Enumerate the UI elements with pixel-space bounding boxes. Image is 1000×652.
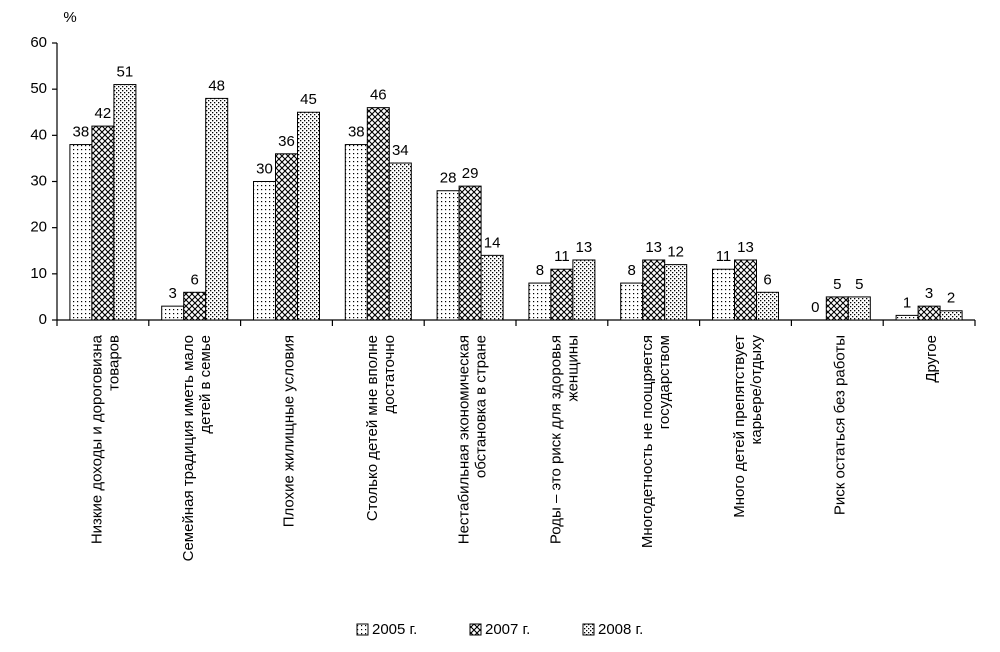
value-label: 51 <box>117 64 134 81</box>
value-label: 8 <box>628 262 636 279</box>
x-tick-label: Столько детей мне вполне <box>364 335 381 521</box>
value-label: 1 <box>903 294 911 311</box>
y-tick-label: 60 <box>30 34 47 51</box>
x-tick-label: Низкие доходы и дороговизна <box>88 334 105 544</box>
value-label: 11 <box>716 248 732 265</box>
x-tick-label: Плохие жилищные условия <box>280 335 297 527</box>
bar <box>366 107 390 321</box>
x-tick-label: Многодетность не поощряется <box>639 335 656 548</box>
legend-label: 2007 г. <box>485 621 530 638</box>
bar <box>253 181 276 321</box>
x-tick-label: Риск остаться без работы <box>831 335 848 515</box>
bar <box>756 291 779 321</box>
x-tick-label: детей в семье <box>197 335 214 434</box>
value-label: 42 <box>95 105 112 122</box>
bar <box>620 282 644 321</box>
bar <box>847 296 871 321</box>
value-label: 14 <box>484 234 501 251</box>
value-label: 11 <box>554 248 570 265</box>
x-tick-label: женщины <box>564 335 581 401</box>
value-label: 5 <box>833 276 841 293</box>
value-label: 6 <box>763 271 771 288</box>
bar <box>458 185 482 321</box>
value-label: 0 <box>811 299 819 316</box>
bar <box>572 259 596 321</box>
y-tick-label: 50 <box>30 80 47 97</box>
bar <box>436 190 460 321</box>
bar <box>664 264 688 321</box>
value-label: 38 <box>73 124 90 141</box>
value-label: 5 <box>855 276 863 293</box>
legend-label: 2005 г. <box>372 621 417 638</box>
value-label: 8 <box>536 262 544 279</box>
x-tick-label: обстановка в стране <box>473 335 490 478</box>
value-label: 36 <box>278 133 295 150</box>
legend-swatch <box>469 623 482 636</box>
bar <box>113 84 137 321</box>
value-label: 3 <box>925 285 933 302</box>
y-tick-label: 40 <box>30 126 47 143</box>
bar <box>91 125 115 321</box>
y-tick-label: 10 <box>30 265 47 282</box>
value-label: 12 <box>667 244 684 261</box>
legend-label: 2008 г. <box>598 621 643 638</box>
y-tick-label: 30 <box>30 172 47 189</box>
bar <box>183 291 207 321</box>
x-tick-label: Семейная традиция иметь мало <box>180 335 197 561</box>
value-label: 38 <box>348 124 365 141</box>
x-tick-label: Много детей препятствует <box>731 335 748 518</box>
y-tick-label: 0 <box>39 311 47 328</box>
bar <box>69 144 93 321</box>
value-label: 30 <box>256 160 273 177</box>
value-label: 48 <box>208 77 225 94</box>
bar <box>895 314 919 321</box>
x-tick-label: товаров <box>105 335 122 391</box>
bar <box>528 282 552 321</box>
x-tick-label: достаточно <box>381 335 398 413</box>
y-axis-label: % <box>63 9 76 26</box>
y-tick-label: 20 <box>30 219 47 236</box>
value-label: 29 <box>462 165 479 182</box>
bar <box>550 268 574 321</box>
bar <box>939 310 963 321</box>
bar <box>712 268 735 321</box>
legend-swatch <box>356 623 369 636</box>
value-label: 13 <box>576 239 593 256</box>
x-tick-label: Другое <box>923 335 940 383</box>
bar <box>917 305 941 321</box>
value-label: 45 <box>300 91 317 108</box>
bar <box>825 296 849 321</box>
bar <box>275 153 298 321</box>
value-label: 13 <box>737 239 754 256</box>
bar <box>205 97 229 321</box>
legend-swatch <box>582 623 595 636</box>
bar <box>388 162 412 321</box>
x-tick-label: государством <box>656 335 673 429</box>
value-label: 28 <box>440 170 457 187</box>
value-label: 13 <box>645 239 662 256</box>
x-tick-label: Роды – это риск для здоровья <box>547 335 564 544</box>
bar <box>161 305 185 321</box>
bar <box>297 111 320 321</box>
value-label: 46 <box>370 87 387 104</box>
x-tick-label: Нестабильная экономическая <box>456 335 473 544</box>
x-tick-label: карьере/отдыху <box>748 335 765 445</box>
bar <box>642 259 666 321</box>
bar <box>344 144 368 321</box>
bar <box>734 259 757 321</box>
value-label: 3 <box>169 285 177 302</box>
value-label: 2 <box>947 290 955 307</box>
value-label: 6 <box>191 271 199 288</box>
value-label: 34 <box>392 142 409 159</box>
bar <box>480 254 504 321</box>
